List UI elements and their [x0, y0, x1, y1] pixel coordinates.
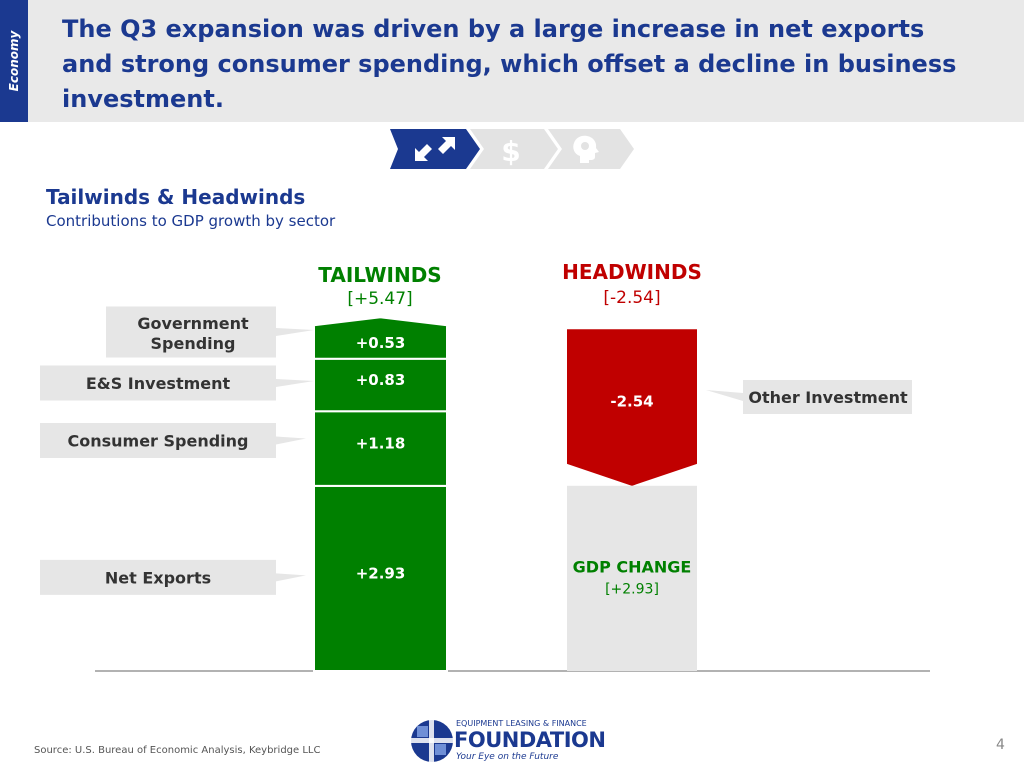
nav-step-arrows[interactable]	[390, 129, 480, 169]
nav-step-dollar[interactable]: $	[470, 129, 558, 169]
sector-callout-box	[40, 559, 306, 595]
sector-callout-label: Net Exports	[105, 568, 211, 587]
tailwind-segment-value: +2.93	[356, 564, 406, 582]
head-gear-icon	[573, 135, 599, 163]
sector-callout-box	[106, 306, 314, 358]
chart-subtitle: Contributions to GDP growth by sector	[46, 212, 336, 230]
headwind-segment-value: -2.54	[610, 393, 653, 411]
gdp-change-bar	[567, 485, 697, 671]
sector-callout-label: Consumer Spending	[67, 432, 248, 451]
logo-tagline: Your Eye on the Future	[456, 752, 559, 762]
globe-icon	[411, 720, 453, 762]
tailwind-bar-segment	[313, 316, 448, 360]
headwinds-total: [-2.54]	[603, 288, 660, 308]
logo-wordmark: FOUNDATION	[454, 728, 606, 752]
tailwinds-total: [+5.47]	[347, 289, 412, 309]
sector-callout-box	[706, 380, 912, 414]
page-headline: The Q3 expansion was driven by a large i…	[62, 15, 957, 113]
sector-callout-box	[40, 423, 306, 459]
gdp-change-title: GDP CHANGE	[573, 557, 692, 576]
tailwind-segment-value: +1.18	[356, 435, 406, 453]
logo-top-text: EQUIPMENT LEASING & FINANCE	[456, 719, 587, 728]
headwinds-heading: HEADWINDS	[562, 260, 702, 284]
nav-steps: $	[390, 129, 634, 169]
tailwind-segment-value: +0.53	[356, 334, 406, 352]
nav-step-head[interactable]	[548, 129, 634, 169]
source-note: Source: U.S. Bureau of Economic Analysis…	[34, 745, 321, 756]
gdp-change-value: [+2.93]	[605, 581, 659, 597]
foundation-logo: EQUIPMENT LEASING & FINANCE FOUNDATION Y…	[410, 716, 610, 766]
header-band: Economy The Q3 expansion was driven by a…	[0, 0, 1024, 122]
sector-callout-label: Other Investment	[748, 388, 908, 407]
page-number: 4	[996, 737, 1005, 753]
headwind-bar	[567, 329, 697, 486]
sector-callout-label: Government	[137, 314, 249, 333]
section-tag: Economy	[0, 0, 28, 122]
chart-title: Tailwinds & Headwinds	[46, 185, 306, 209]
sector-callout-label: E&S Investment	[86, 374, 231, 393]
sector-callout-box	[40, 365, 314, 401]
tailwind-segment-value: +0.83	[356, 371, 406, 389]
arrows-icon	[415, 137, 455, 161]
tailwinds-heading: TAILWINDS	[318, 263, 441, 287]
dollar-icon: $	[501, 135, 520, 168]
sector-callout-label: Spending	[151, 334, 236, 353]
